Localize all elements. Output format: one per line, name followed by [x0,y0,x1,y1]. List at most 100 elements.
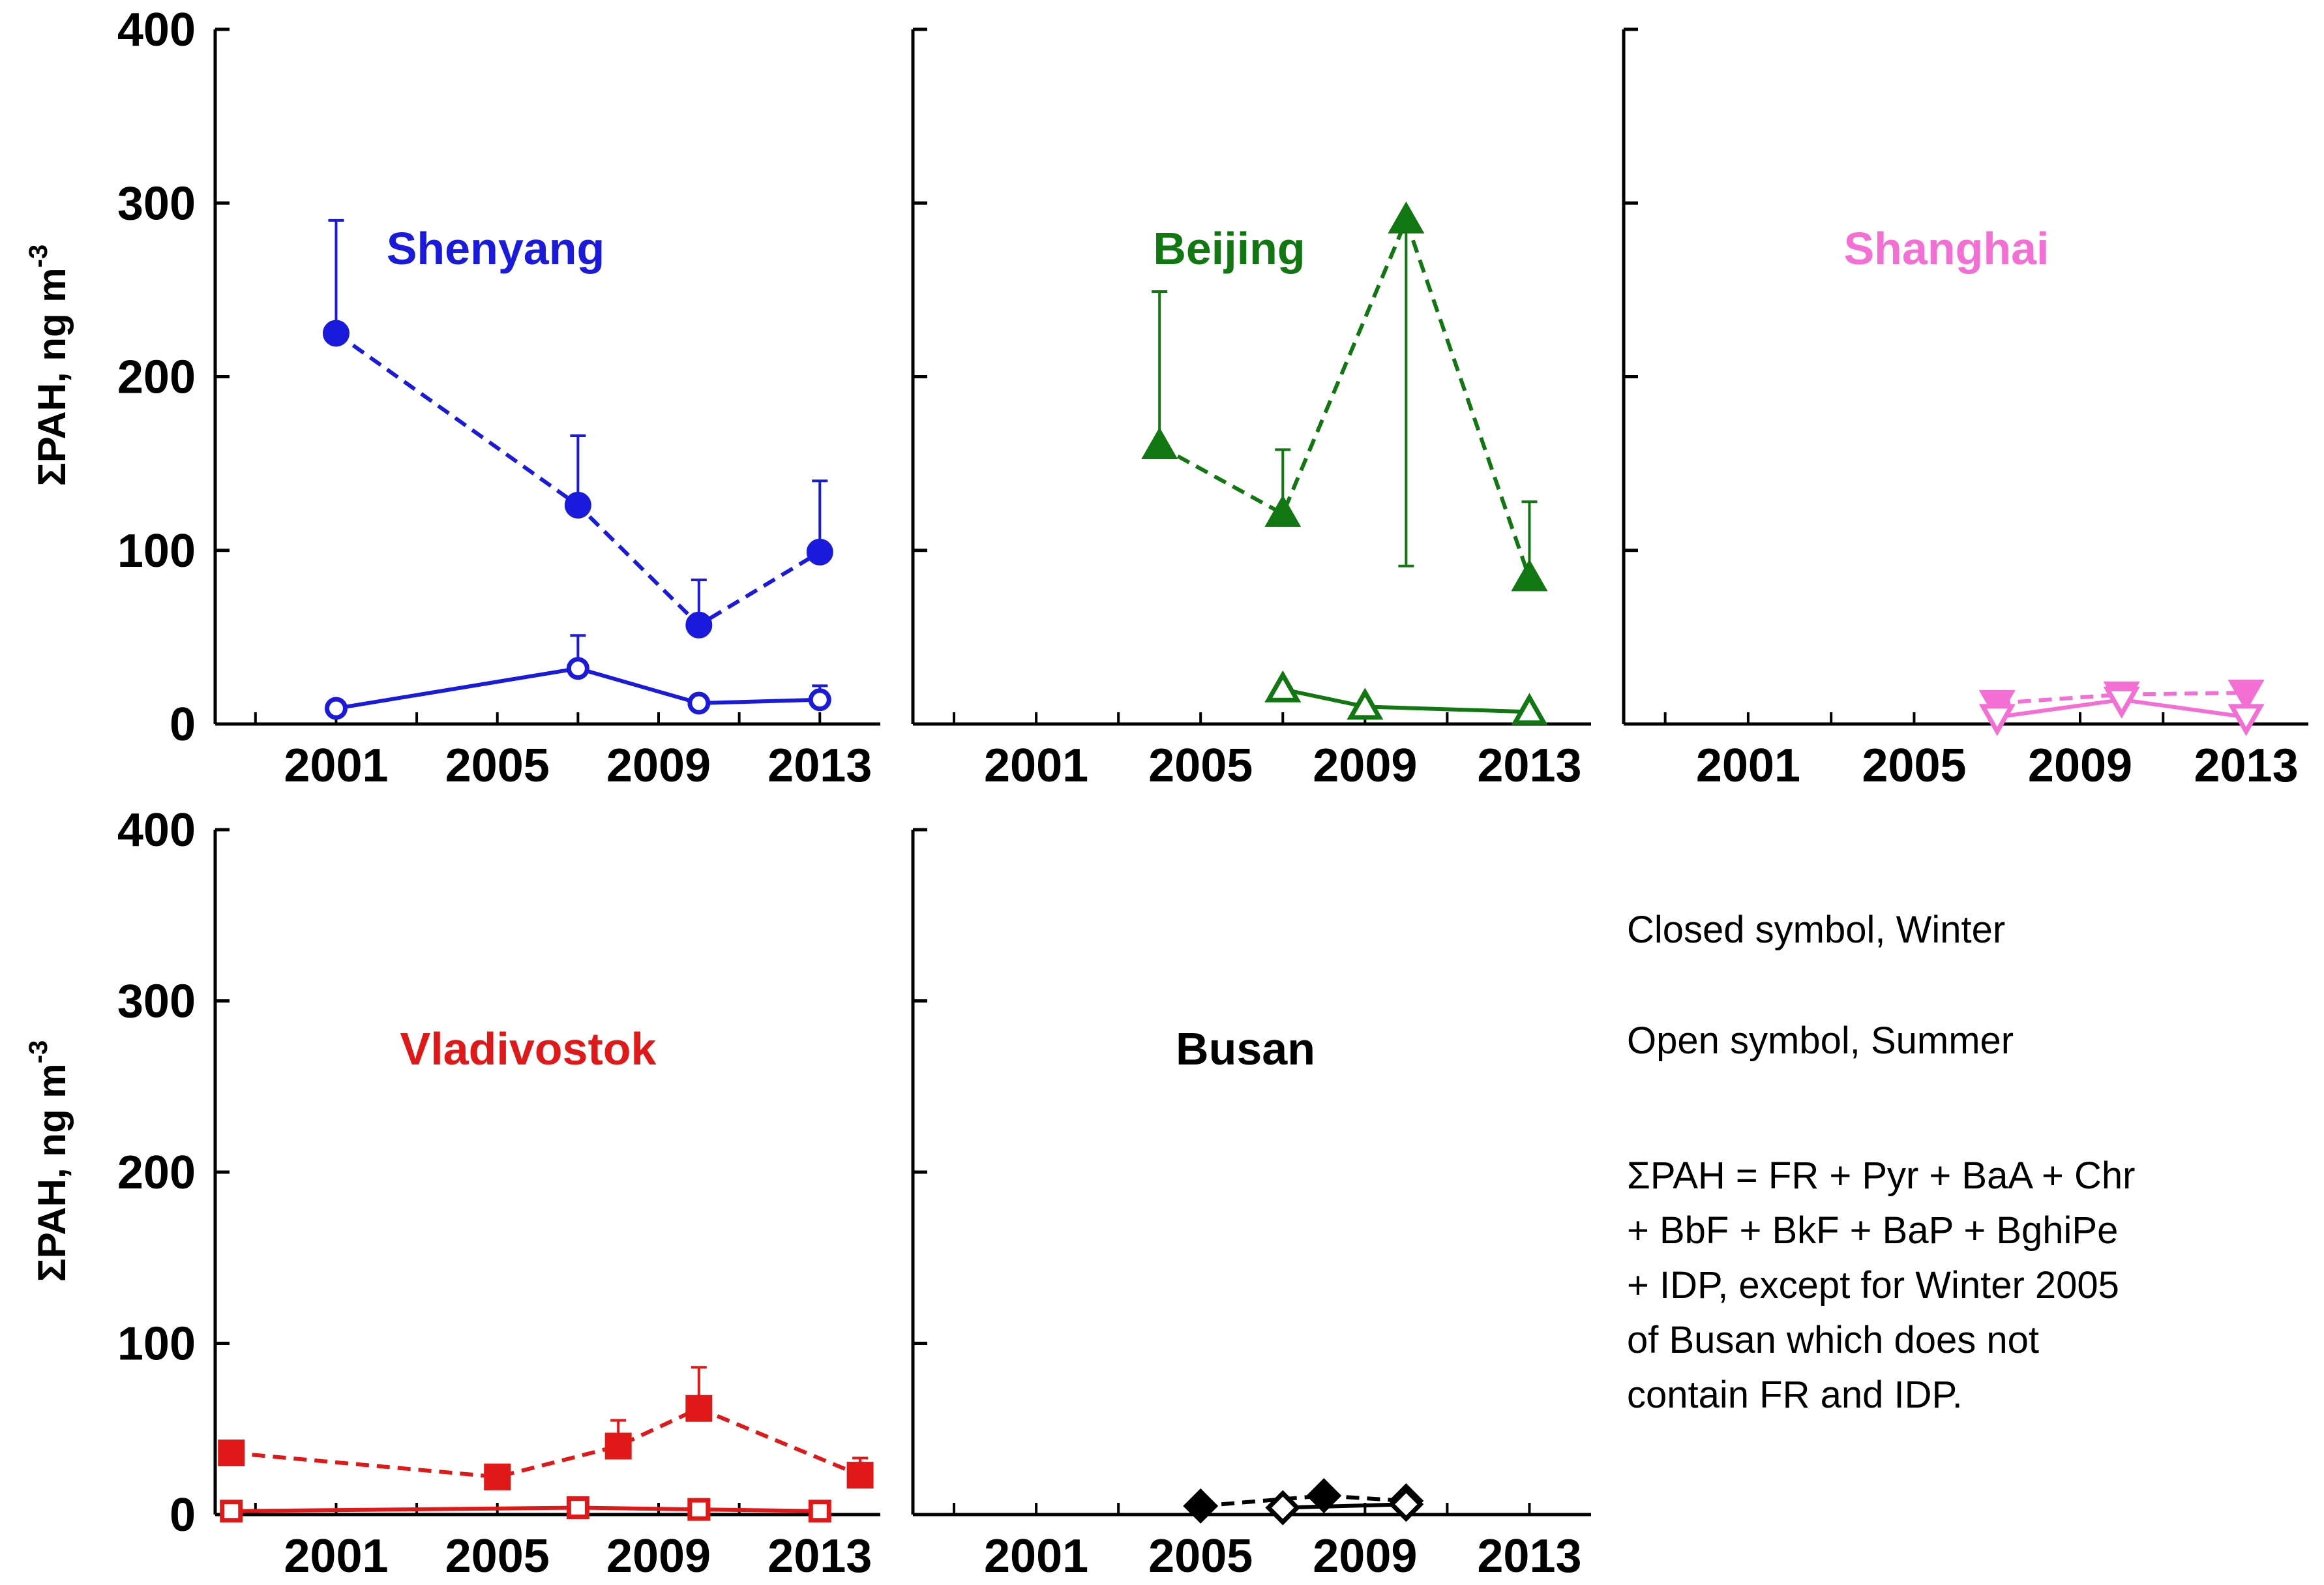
data-point [2227,680,2265,712]
data-point [2103,686,2140,719]
legend-notes: Closed symbol, Winter Open symbol, Summe… [1627,909,2135,1416]
x-tick-label: 2001 [284,1530,388,1582]
series-line [1282,687,1530,714]
y-axis-label-bottom: ΣPAH, ng m-3 [24,1040,74,1282]
series-summer [1978,686,2265,736]
note-formula-line-5: contain FR and IDP. [1627,1374,1963,1416]
y-tick-label: 200 [117,1147,196,1199]
y-tick-label: 400 [117,4,196,56]
y-tick-label: 100 [117,1318,196,1370]
data-point [1264,670,1302,702]
data-point [2227,704,2265,736]
series-line [231,1505,820,1513]
data-point [685,1395,713,1422]
y-tick-label: 0 [170,1489,196,1541]
y-axis-label-text: ΣPAH, ng m [30,267,74,486]
data-point [1183,1488,1219,1524]
data-point [1141,427,1178,459]
panel-title: Shanghai [1843,223,2049,274]
x-tick-label: 2005 [1148,740,1253,792]
series-summer [1264,670,1548,725]
x-tick-label: 2001 [284,740,388,792]
data-point [218,1440,245,1466]
x-tick-label: 2001 [984,740,1088,792]
series-winter [1141,201,1548,592]
series-line [1200,1494,1407,1508]
x-tick-label: 2013 [1477,740,1581,792]
y-axis-label-superscript: -3 [24,1040,53,1064]
panel-title: Busan [1176,1023,1315,1074]
data-point [685,611,713,639]
panel-title: Beijing [1153,223,1305,274]
y-axis-label-text: ΣPAH, ng m [30,1063,74,1282]
data-point [687,691,711,715]
series-winter [322,219,833,639]
panel-beijing: 2001 2005 2009 2013 Beijing [911,27,1591,792]
data-point [1265,1490,1301,1526]
x-tick-label: 2009 [1313,740,1417,792]
x-tick-label: 2013 [2194,740,2298,792]
x-tick-label: 2013 [767,740,872,792]
data-point [806,538,833,566]
data-point [1347,687,1384,720]
series-summer [1265,1487,1424,1526]
data-point [1264,494,1302,527]
data-point [324,697,348,720]
data-point [322,320,350,347]
note-formula-line-1: ΣPAH = FR + Pyr + BaA + Chr [1627,1155,2135,1197]
x-tick-label: 2009 [606,1530,711,1582]
panel-title: Shenyang [387,223,605,274]
series-line [1283,1502,1407,1510]
y-tick-label: 300 [117,976,196,1028]
data-point [566,657,589,680]
x-tick-label: 2013 [767,1530,872,1582]
x-tick-label: 2001 [1696,740,1800,792]
note-open-symbol: Open symbol, Summer [1627,1019,2014,1062]
series-winter [218,1366,874,1490]
series-line [335,666,820,710]
note-formula-line-3: + IDP, except for Winter 2005 [1627,1264,2119,1306]
x-tick-label: 2005 [1148,1530,1253,1582]
chart-panels: 0 100 200 300 400 2001 2005 2009 2013 Shenyang 200… [117,4,2308,1582]
data-point [564,492,591,519]
x-tick-label: 2009 [606,740,711,792]
data-point [1978,704,2016,736]
data-point [566,1496,589,1519]
data-point [808,1500,831,1523]
panel-busan: 2001 2005 2009 2013 Busan [911,828,1591,1582]
y-tick-label: 100 [117,525,196,577]
panel-vladivostok: 0 100 200 300 400 2001 2005 2009 2013 Vladivostok [117,804,880,1582]
data-point [808,688,831,712]
data-point [1306,1478,1342,1514]
data-point [687,1498,711,1521]
series-line [1158,215,1532,579]
y-axis-label-superscript: -3 [24,245,53,268]
series-line [231,1406,861,1479]
panel-title: Vladivostok [400,1023,657,1074]
y-tick-label: 300 [117,177,196,230]
note-formula-line-2: + BbF + BkF + BaP + BghiPe [1627,1209,2118,1252]
note-closed-symbol: Closed symbol, Winter [1627,909,2005,951]
y-tick-label: 400 [117,804,196,856]
data-point [484,1463,511,1490]
data-point [846,1462,874,1489]
x-tick-label: 2013 [1477,1530,1581,1582]
series-summer [324,634,831,720]
x-tick-label: 2005 [445,1530,550,1582]
x-tick-label: 2009 [2028,740,2132,792]
panel-shenyang: 0 100 200 300 400 2001 2005 2009 2013 Shenyang [117,4,880,792]
panel-shanghai: 2001 2005 2009 2013 Shanghai [1622,27,2308,792]
y-axis-label-top: ΣPAH, ng m-3 [24,245,74,486]
x-tick-label: 2009 [1313,1530,1417,1582]
data-point [220,1500,243,1523]
data-point [1511,559,1548,592]
y-tick-label: 0 [170,699,196,751]
data-point [1388,1487,1424,1522]
x-tick-label: 2005 [1862,740,1966,792]
x-tick-label: 2001 [984,1530,1088,1582]
series-line [335,331,821,628]
y-tick-label: 200 [117,352,196,404]
x-tick-label: 2005 [445,740,550,792]
data-point [604,1432,632,1460]
